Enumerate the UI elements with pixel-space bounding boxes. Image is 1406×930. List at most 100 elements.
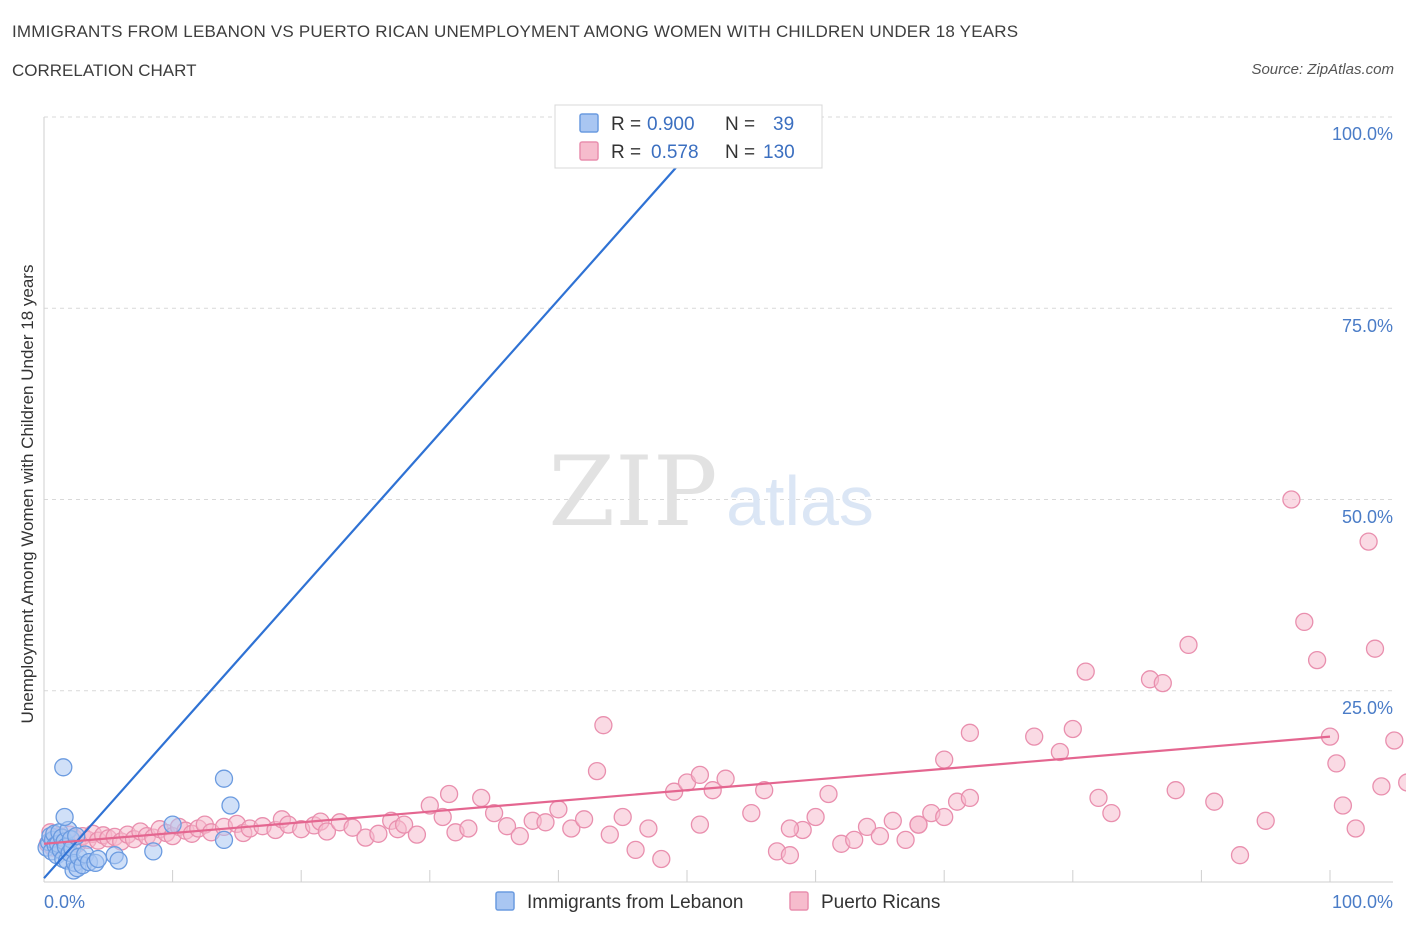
puerto-ricans-point xyxy=(626,840,645,860)
lebanon-point xyxy=(88,849,108,869)
legend-n-label-blue: N = xyxy=(725,114,755,135)
puerto-ricans-point xyxy=(574,810,594,829)
puerto-ricans-point xyxy=(600,825,619,844)
puerto-ricans-point xyxy=(742,803,761,823)
puerto-ricans-point xyxy=(690,765,710,785)
puerto-ricans-point xyxy=(1076,662,1095,681)
puerto-ricans-point xyxy=(1359,532,1378,551)
puerto-ricans-point xyxy=(1327,754,1346,773)
puerto-ricans-point xyxy=(1230,846,1250,865)
puerto-ricans-point xyxy=(690,815,710,834)
chart-subtitle: CORRELATION CHART xyxy=(12,61,197,80)
puerto-ricans-point xyxy=(716,769,735,788)
puerto-ricans-point xyxy=(1063,719,1082,739)
puerto-ricans-trend-line xyxy=(43,735,1331,845)
watermark: ZIP atlas xyxy=(548,436,874,548)
puerto-ricans-point xyxy=(780,819,800,838)
lebanon-point xyxy=(214,830,234,850)
x-tick-label-max: 100.0% xyxy=(1332,892,1393,912)
puerto-ricans-point xyxy=(935,750,954,769)
puerto-ricans-point xyxy=(883,811,902,830)
legend-r-value-pink: 0.578 xyxy=(651,142,699,163)
puerto-ricans-point xyxy=(909,815,928,834)
bottom-legend-swatch-blue xyxy=(495,891,515,911)
bottom-legend-label-blue: Immigrants from Lebanon xyxy=(527,892,744,913)
puerto-ricans-point xyxy=(497,817,517,836)
legend-r-label-blue: R = xyxy=(611,114,641,135)
puerto-ricans-point xyxy=(317,822,337,841)
legend-swatch-pink xyxy=(579,141,599,161)
puerto-ricans-point xyxy=(1398,773,1406,792)
puerto-ricans-point xyxy=(439,784,459,804)
legend-r-value-blue: 0.900 xyxy=(647,114,695,135)
bottom-legend-label-pink: Puerto Ricans xyxy=(821,892,940,913)
puerto-ricans-point xyxy=(484,803,504,823)
puerto-ricans-point xyxy=(420,796,439,815)
lebanon-point xyxy=(55,807,74,827)
puerto-ricans-point xyxy=(472,788,491,808)
puerto-ricans-points xyxy=(38,490,1406,869)
puerto-ricans-point xyxy=(1256,811,1275,830)
puerto-ricans-point xyxy=(845,830,864,850)
legend-swatch-blue xyxy=(579,113,599,133)
watermark-zip: ZIP xyxy=(548,436,717,548)
puerto-ricans-point xyxy=(1282,490,1301,509)
bottom-legend-swatch-pink xyxy=(789,891,809,911)
puerto-ricans-point xyxy=(587,761,607,781)
legend-n-value-blue: 39 xyxy=(773,114,794,135)
puerto-ricans-point xyxy=(1050,742,1070,762)
correlation-legend: R = 0.900 N = 39 R = 0.578 N = 130 xyxy=(554,104,823,169)
lebanon-point xyxy=(214,769,234,788)
lebanon-point xyxy=(221,796,240,815)
puerto-ricans-point xyxy=(806,807,825,827)
puerto-ricans-point xyxy=(1295,612,1314,632)
puerto-ricans-point xyxy=(1153,673,1172,693)
puerto-ricans-point xyxy=(1372,777,1391,796)
puerto-ricans-point xyxy=(1179,635,1198,655)
puerto-ricans-point xyxy=(1102,803,1121,823)
puerto-ricans-point xyxy=(343,818,362,837)
watermark-atlas: atlas xyxy=(726,462,874,540)
lebanon-trend-line xyxy=(43,154,688,879)
legend-r-label-pink: R = xyxy=(611,142,641,163)
gridlines xyxy=(44,116,1393,692)
series-legend: Immigrants from Lebanon Puerto Ricans xyxy=(495,891,940,913)
puerto-ricans-point xyxy=(459,819,478,838)
puerto-ricans-point xyxy=(1205,792,1224,811)
y-tick-label-50: 50.0% xyxy=(1342,507,1393,527)
y-tick-label-100: 100.0% xyxy=(1332,124,1393,144)
puerto-ricans-point xyxy=(1307,650,1327,670)
x-tick-label-min: 0.0% xyxy=(44,892,85,912)
lebanon-point xyxy=(163,815,182,834)
puerto-ricans-point xyxy=(594,716,613,735)
y-tick-label-25: 25.0% xyxy=(1342,698,1393,718)
lebanon-point xyxy=(109,851,128,870)
puerto-ricans-point xyxy=(369,824,388,843)
puerto-ricans-point xyxy=(536,813,555,832)
puerto-ricans-point xyxy=(870,826,890,846)
puerto-ricans-point xyxy=(755,781,774,800)
y-tick-label-75: 75.0% xyxy=(1342,316,1393,336)
axes xyxy=(43,117,1393,883)
puerto-ricans-point xyxy=(1346,819,1365,838)
puerto-ricans-point xyxy=(613,807,632,827)
puerto-ricans-point xyxy=(549,800,568,819)
puerto-ricans-point xyxy=(1166,781,1185,800)
puerto-ricans-point xyxy=(703,781,722,800)
lebanon-point xyxy=(54,758,73,777)
puerto-ricans-point xyxy=(1333,796,1353,815)
puerto-ricans-point xyxy=(562,819,581,838)
puerto-ricans-point xyxy=(394,815,414,834)
legend-n-value-pink: 130 xyxy=(763,142,795,163)
legend-n-label-pink: N = xyxy=(725,142,755,163)
puerto-ricans-point xyxy=(639,819,658,838)
source-credit: Source: ZipAtlas.com xyxy=(1251,61,1394,78)
puerto-ricans-point xyxy=(652,849,671,869)
puerto-ricans-point xyxy=(935,807,954,827)
puerto-ricans-point xyxy=(433,807,452,827)
puerto-ricans-point xyxy=(960,788,980,808)
puerto-ricans-point xyxy=(407,825,427,844)
puerto-ricans-point xyxy=(960,723,980,742)
puerto-ricans-point xyxy=(1385,731,1404,750)
